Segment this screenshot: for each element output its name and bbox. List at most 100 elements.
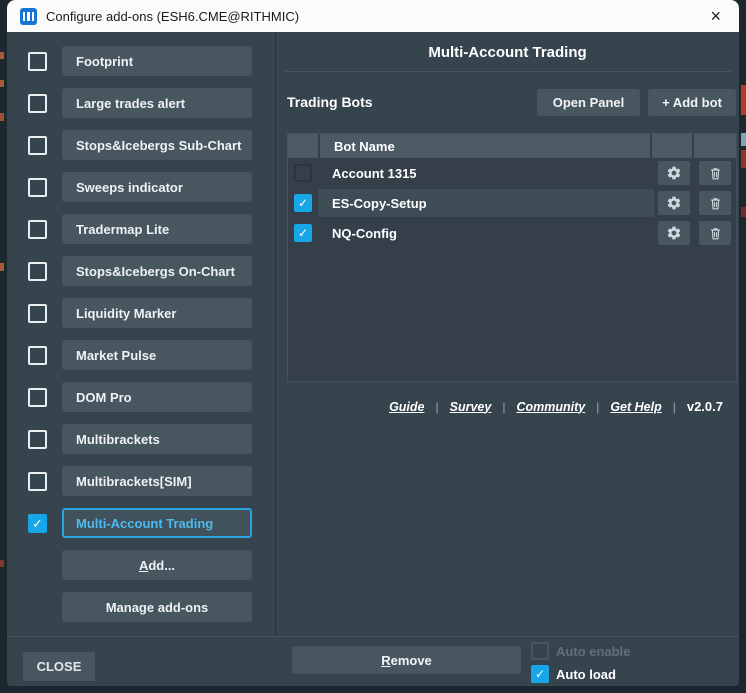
trading-bots-label: Trading Bots: [287, 94, 373, 110]
header-bot-name: Bot Name: [320, 134, 650, 158]
addon-button-liquidity-marker[interactable]: Liquidity Marker: [62, 298, 252, 328]
addon-checkbox-stops-icebergs-sub-chart[interactable]: [28, 135, 47, 155]
addon-checkbox-stops-icebergs-on-chart[interactable]: [28, 261, 47, 281]
vertical-divider: [275, 32, 276, 636]
link-separator: |: [672, 399, 676, 414]
title-bar: Configure add-ons (ESH6.CME@RITHMIC) ×: [7, 0, 739, 32]
addon-button-stops-icebergs-on-chart[interactable]: Stops&Icebergs On-Chart: [62, 256, 252, 286]
addon-button-multibrackets-sim[interactable]: Multibrackets[SIM]: [62, 466, 252, 496]
addon-row: ✓ Multi-Account Trading: [28, 508, 275, 538]
edge-artifact: [0, 263, 4, 271]
edge-artifact: [741, 85, 746, 115]
addon-checkbox-liquidity-marker[interactable]: [28, 303, 47, 323]
addon-row: Sweeps indicator: [28, 172, 275, 202]
addons-sidebar: Footprint Large trades alert Stops&Icebe…: [7, 32, 275, 636]
bot-settings-button[interactable]: [658, 221, 690, 245]
addon-button-tradermap-lite[interactable]: Tradermap Lite: [62, 214, 252, 244]
dialog-footer: CLOSE Remove Auto enable ✓ Auto load: [7, 636, 739, 686]
table-row: ✓ ES-Copy-Setup: [288, 188, 736, 218]
check-icon: ✓: [297, 196, 309, 210]
remove-bot-button[interactable]: Remove: [292, 646, 521, 674]
bot-name: NQ-Config: [332, 225, 397, 241]
addon-checkbox-sweeps-indicator[interactable]: [28, 177, 47, 197]
trading-bots-toolbar: Trading Bots Open Panel + Add bot: [287, 88, 736, 116]
trash-icon: [708, 166, 723, 181]
header-checkbox-column: [288, 134, 318, 158]
open-panel-button[interactable]: Open Panel: [537, 88, 640, 116]
check-icon: ✓: [32, 515, 43, 531]
bot-settings-button[interactable]: [658, 161, 690, 185]
auto-load-label: Auto load: [556, 666, 616, 682]
addon-row: Tradermap Lite: [28, 214, 275, 244]
manage-addons-button[interactable]: Manage add-ons: [62, 592, 252, 622]
addon-checkbox-tradermap-lite[interactable]: [28, 219, 47, 239]
bot-delete-button[interactable]: [699, 221, 731, 245]
bots-table: Bot Name Account 1315: [287, 133, 737, 382]
add-addon-label: Add...: [138, 557, 176, 573]
add-addon-button[interactable]: Add...: [62, 550, 252, 580]
bot-checkbox-es-copy-setup[interactable]: ✓: [294, 194, 312, 212]
addon-button-multi-account-trading[interactable]: Multi-Account Trading: [62, 508, 252, 538]
auto-enable-label: Auto enable: [556, 643, 631, 659]
addon-row: Stops&Icebergs On-Chart: [28, 256, 275, 286]
title-divider: [285, 71, 731, 72]
addon-row: Add...: [28, 550, 275, 580]
addon-checkbox-multibrackets[interactable]: [28, 429, 47, 449]
addon-button-multibrackets[interactable]: Multibrackets: [62, 424, 252, 454]
addon-button-large-trades-alert[interactable]: Large trades alert: [62, 88, 252, 118]
addon-button-market-pulse[interactable]: Market Pulse: [62, 340, 252, 370]
addon-checkbox-multi-account-trading[interactable]: ✓: [28, 513, 47, 533]
edge-artifact: [0, 113, 4, 121]
bot-settings-button[interactable]: [658, 191, 690, 215]
link-separator: |: [596, 399, 600, 414]
edge-artifact: [0, 80, 4, 87]
edge-artifact: [0, 560, 4, 567]
gear-icon: [666, 225, 682, 241]
addon-row: Footprint: [28, 46, 275, 76]
header-settings-column: [652, 134, 692, 158]
bot-delete-button[interactable]: [699, 161, 731, 185]
bot-name: ES-Copy-Setup: [318, 189, 654, 217]
survey-link[interactable]: Survey: [449, 399, 492, 414]
link-separator: |: [502, 399, 506, 414]
header-delete-column: [694, 134, 736, 158]
addon-button-dom-pro[interactable]: DOM Pro: [62, 382, 252, 412]
auto-enable-checkbox: [531, 642, 549, 660]
bot-name: Account 1315: [332, 165, 417, 181]
bot-checkbox-nq-config[interactable]: ✓: [294, 224, 312, 242]
addon-row: Stops&Icebergs Sub-Chart: [28, 130, 275, 160]
auto-load-checkbox[interactable]: ✓: [531, 665, 549, 683]
close-dialog-button[interactable]: CLOSE: [23, 652, 95, 681]
auto-options: Auto enable ✓ Auto load: [531, 641, 630, 686]
addon-button-footprint[interactable]: Footprint: [62, 46, 252, 76]
version-label: v2.0.7: [686, 399, 723, 414]
window-close-button[interactable]: ×: [710, 6, 721, 26]
addon-row: Multibrackets[SIM]: [28, 466, 275, 496]
addon-checkbox-footprint[interactable]: [28, 51, 47, 71]
addon-button-sweeps-indicator[interactable]: Sweeps indicator: [62, 172, 252, 202]
checkbox-spacer: [28, 598, 47, 617]
remove-label: Remove: [381, 652, 432, 668]
get-help-link[interactable]: Get Help: [610, 399, 662, 414]
gear-icon: [666, 195, 682, 211]
addon-checkbox-large-trades-alert[interactable]: [28, 93, 47, 113]
trash-icon: [708, 196, 723, 211]
addon-row: Liquidity Marker: [28, 298, 275, 328]
auto-load-row: ✓ Auto load: [531, 664, 630, 684]
dialog-content: Footprint Large trades alert Stops&Icebe…: [7, 32, 739, 636]
add-bot-button[interactable]: + Add bot: [648, 88, 736, 116]
guide-link[interactable]: Guide: [389, 399, 425, 414]
community-link[interactable]: Community: [516, 399, 586, 414]
addon-checkbox-market-pulse[interactable]: [28, 345, 47, 365]
auto-enable-row: Auto enable: [531, 641, 630, 661]
addon-button-stops-icebergs-sub-chart[interactable]: Stops&Icebergs Sub-Chart: [62, 130, 252, 160]
bot-checkbox-account-1315[interactable]: [294, 164, 312, 182]
addon-checkbox-dom-pro[interactable]: [28, 387, 47, 407]
addon-row: DOM Pro: [28, 382, 275, 412]
configure-addons-dialog: Configure add-ons (ESH6.CME@RITHMIC) × F…: [7, 0, 739, 686]
app-columns-icon: [20, 7, 37, 25]
addon-checkbox-multibrackets-sim[interactable]: [28, 471, 47, 491]
bot-delete-button[interactable]: [699, 191, 731, 215]
bots-table-header: Bot Name: [288, 134, 736, 158]
